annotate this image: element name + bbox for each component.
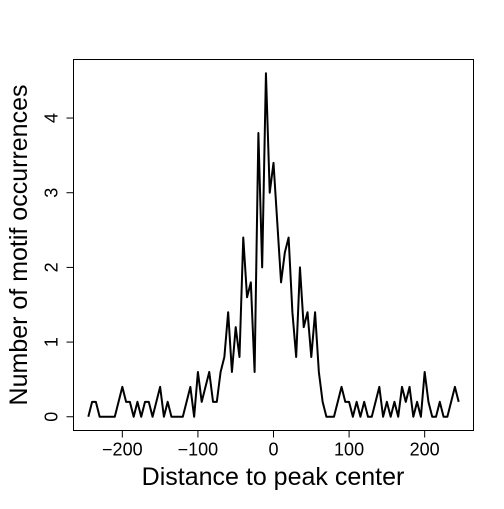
y-axis-label: Number of motif occurrences [5,85,33,406]
x-tick-label: 200 [410,440,440,460]
x-tick-label: 100 [334,440,364,460]
y-tick-label: 4 [42,113,62,123]
x-tick-label: −100 [178,440,219,460]
plot-box [73,59,474,431]
y-tick-label: 3 [42,188,62,198]
y-tick-label: 2 [42,262,62,272]
x-tick-label: 0 [268,440,278,460]
y-tick-label: 1 [42,337,62,347]
x-tick-label: −200 [102,440,143,460]
x-axis-label: Distance to peak center [142,463,405,491]
y-tick-label: 0 [42,412,62,422]
data-line [87,72,460,418]
